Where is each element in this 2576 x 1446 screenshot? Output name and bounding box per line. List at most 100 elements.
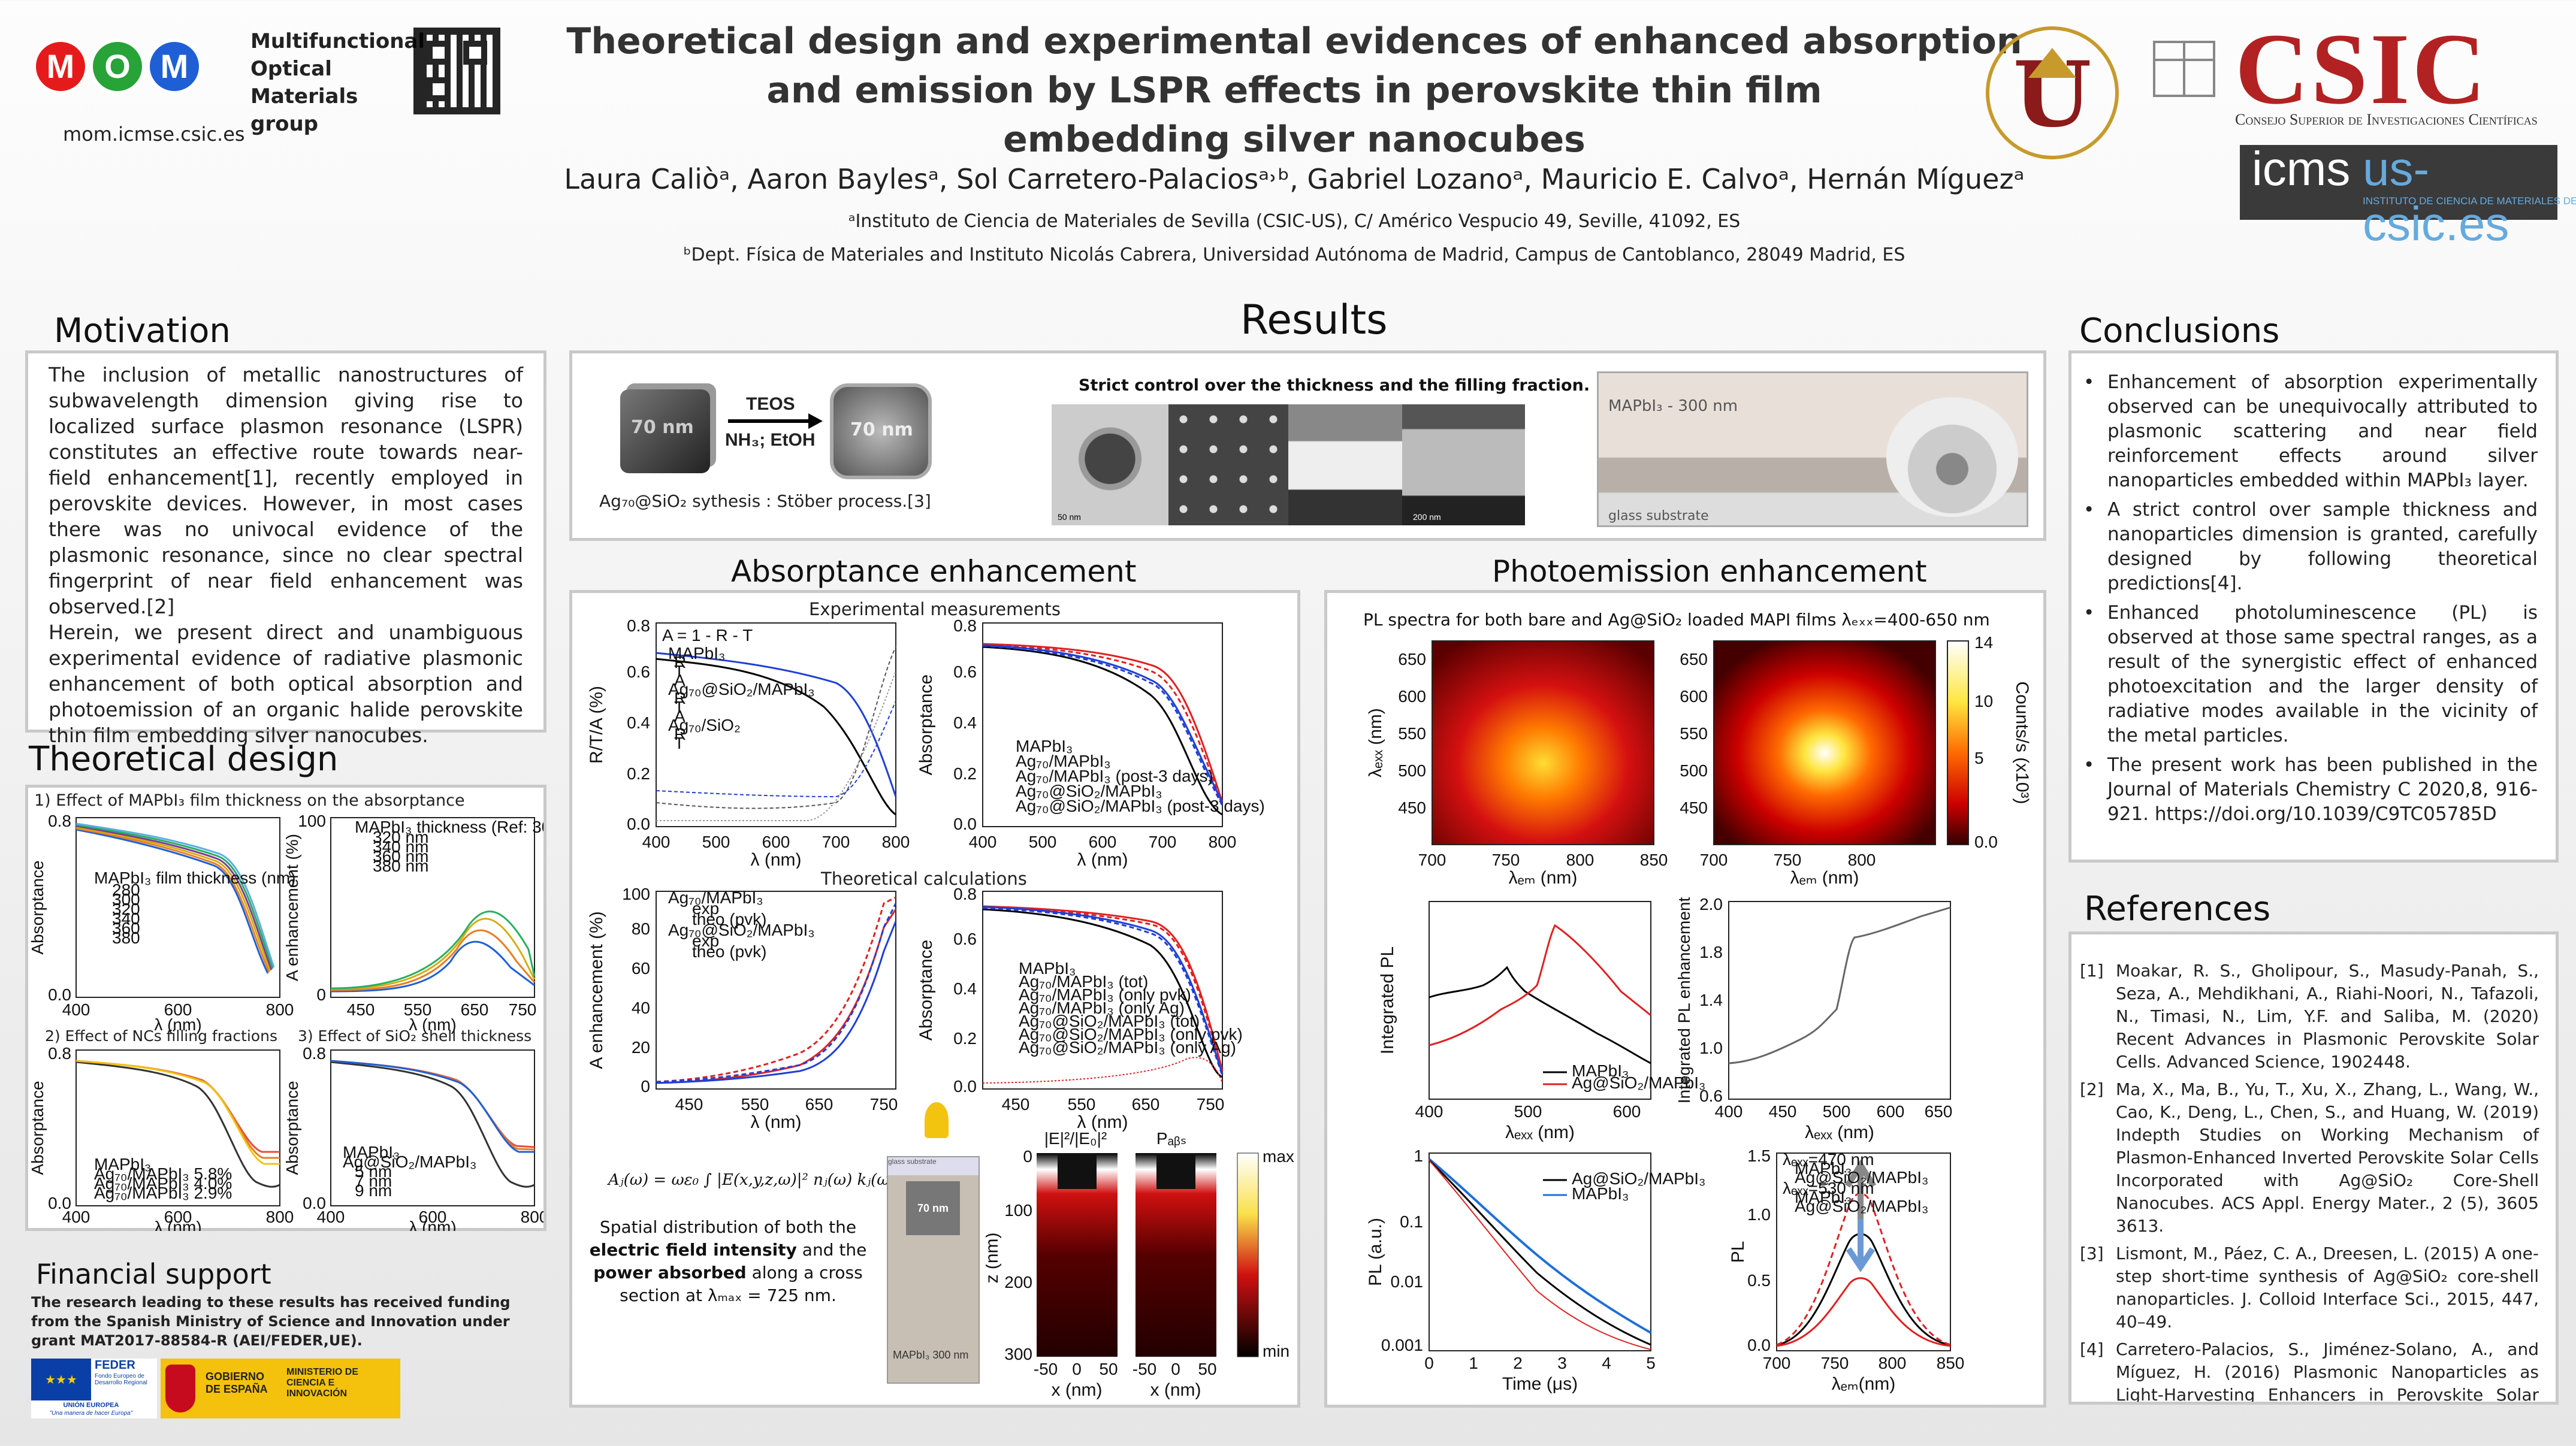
svg-text:3: 3 [1557,1354,1567,1372]
svg-text:Absorptance: Absorptance [28,860,47,954]
svg-text:10: 10 [1974,692,1993,710]
svg-text:theo (pvk): theo (pvk) [692,942,767,961]
pl-decay-spectra-plots: 1 0.1 0.01 0.001 0 1 2 3 4 5 PL (a.u.) T… [1366,1147,1964,1394]
svg-text:λ (nm): λ (nm) [751,850,802,869]
svg-text:1.4: 1.4 [1699,991,1723,1009]
conclusion-item-3: Enhanced photoluminescence (PL) is obser… [2079,601,2538,748]
svg-text:400: 400 [62,1208,90,1226]
svg-text:0.6: 0.6 [953,663,977,681]
light-source-icon [925,1102,949,1138]
svg-text:5: 5 [1646,1354,1656,1372]
svg-text:320 nm: 320 nm [373,828,428,846]
qr-code-icon[interactable] [413,28,500,114]
svg-text:0.2: 0.2 [953,1029,977,1048]
ministry-logo: GOBIERNO DE ESPAÑA MINISTERIO DE CIENCIA… [161,1359,400,1418]
svg-text:Time (μs): Time (μs) [1502,1374,1578,1394]
svg-text:450: 450 [675,1095,703,1114]
curve-280 [76,828,269,974]
eu-flag-icon: ★★★ [31,1359,91,1400]
svg-text:Ag@SiO₂/MAPbI₃: Ag@SiO₂/MAPbI₃ [1572,1169,1705,1188]
cube-label-1: 70 nm [631,417,694,438]
svg-text:0.0: 0.0 [48,1194,71,1212]
svg-text:Absorptance: Absorptance [28,1081,47,1175]
svg-text:100: 100 [298,812,326,830]
theory-sub1: 1) Effect of MAPbI₃ film thickness on th… [34,791,465,810]
svg-text:0.01: 0.01 [1391,1272,1424,1291]
icms-url: us-csic.es [2363,142,2509,250]
svg-text:0.5: 0.5 [1747,1271,1771,1290]
svg-text:800: 800 [1566,851,1594,869]
svg-text:600: 600 [1398,687,1426,706]
svg-text:750: 750 [1821,1354,1849,1372]
reference-1: [1] Moakar, R. S., Gholipour, S., Masudy-… [2080,961,2539,1072]
svg-text:-50: -50 [1133,1360,1156,1378]
strict-control-caption: Strict control over the thickness and th… [1079,376,1590,395]
svg-text:800: 800 [266,1000,294,1019]
icms-logo: icms us-csic.es INSTITUTO DE CIENCIA DE … [2240,142,2576,250]
svg-text:MAPbI₃ film thickness (nm): MAPbI₃ film thickness (nm) [94,869,296,887]
svg-text:600: 600 [1680,687,1708,706]
svg-text:|E|²/|E₀|²: |E|²/|E₀|² [1044,1129,1107,1148]
svg-text:800: 800 [521,1208,543,1226]
svg-text:450: 450 [347,1000,375,1019]
svg-text:λ (nm): λ (nm) [751,1112,802,1132]
photoemission-title: Photoemission enhancement [1492,554,1927,589]
svg-text:650: 650 [461,1000,489,1019]
mom-logo-o: O [90,39,145,94]
financial-title: Financial support [36,1258,271,1290]
csic-emblem-icon [2153,41,2215,97]
field-maps: |E|²/|E₀|² Pₐᵦₛ max min 0 100 200 300 z … [986,1129,1294,1400]
conclusion-item-1: Enhancement of absorption experimentally… [2079,370,2538,493]
svg-text:380: 380 [112,928,140,947]
synthesis-caption: Ag₇₀@SiO₂ sythesis : Stöber process.[3] [599,491,931,511]
svg-text:280: 280 [112,881,140,899]
reference-2: [2] Ma, X., Ma, B., Yu, T., Xu, X., Zhang… [2080,1079,2539,1236]
curve-320 [76,826,271,972]
svg-text:λ (nm): λ (nm) [154,1015,201,1034]
svg-text:650: 650 [1398,650,1426,668]
svg-text:λ (nm): λ (nm) [154,1218,201,1231]
us-logo: U [1971,24,2133,162]
svg-text:Ag₇₀@SiO₂/MAPbI₃ (tot): Ag₇₀@SiO₂/MAPbI₃ (tot) [1019,1012,1200,1030]
svg-text:1.0: 1.0 [1747,1205,1771,1224]
spatial-text-1: Spatial distribution of both the [599,1217,857,1237]
exp-plots: A = 1 - R - T 0.0 0.2 0.4 0.6 0.8 400 50… [587,617,1265,869]
motivation-title: Motivation [54,311,231,350]
svg-text:T: T [674,662,684,680]
title-line-2: and emission by LSPR effects in perovski… [766,69,1822,111]
svg-text:min: min [1263,1342,1289,1360]
svg-text:Absorptance: Absorptance [916,940,936,1040]
svg-text:x (nm): x (nm) [1052,1380,1103,1400]
svg-text:λ (nm): λ (nm) [1077,1112,1128,1132]
svg-text:0: 0 [316,985,326,1004]
conclusions-title: Conclusions [2079,311,2280,350]
cube-icon-1: 70 nm [620,389,710,473]
svg-text:Counts/s (x10³): Counts/s (x10³) [2012,681,2032,804]
svg-text:0.0: 0.0 [953,1077,977,1096]
svg-text:R: R [674,689,686,707]
svg-text:Ag₇₀/MAPbI₃ 4.0%: Ag₇₀/MAPbI₃ 4.0% [94,1174,232,1193]
svg-text:450: 450 [1398,798,1426,817]
svg-text:340: 340 [112,909,140,928]
svg-text:λₑₓₓ=530 nm: λₑₓₓ=530 nm [1783,1179,1874,1197]
spatial-distribution-text: Spatial distribution of both the electri… [584,1216,872,1307]
svg-text:400: 400 [642,833,671,851]
svg-text:0.0: 0.0 [1747,1336,1771,1354]
svg-text:800: 800 [1879,1354,1907,1372]
svg-text:400: 400 [62,1000,90,1019]
svg-text:650: 650 [1132,1095,1160,1114]
svg-text:20: 20 [632,1038,650,1057]
spatial-text-3: and the [802,1240,867,1260]
svg-text:MAPbI₃: MAPbI₃ [1795,1159,1852,1178]
svg-text:500: 500 [702,833,730,851]
mom-url: mom.icmse.csic.es [63,123,245,146]
svg-text:1: 1 [1414,1147,1423,1165]
svg-text:400: 400 [1415,1102,1443,1121]
mom-logo-m2: M [147,39,202,94]
cube-icon-2: 70 nm [830,383,932,479]
svg-text:600: 600 [1089,833,1117,851]
svg-text:550: 550 [404,1000,432,1019]
svg-text:λₑₓₓ=470 nm: λₑₓₓ=470 nm [1783,1150,1874,1169]
svg-text:MAPbI₃: MAPbI₃ [343,1143,400,1161]
svg-text:T: T [674,734,684,752]
